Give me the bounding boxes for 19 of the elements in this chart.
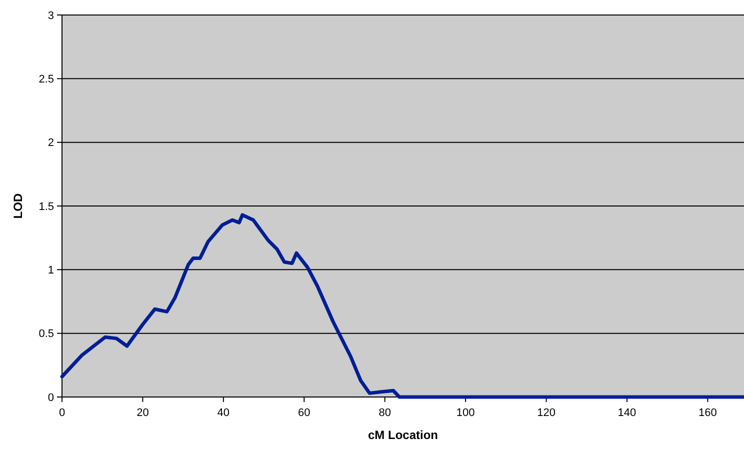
x-axis-title: cM Location bbox=[368, 428, 438, 442]
x-tick-label: 20 bbox=[136, 407, 149, 419]
y-tick-label: 3 bbox=[48, 10, 54, 22]
y-tick-label: 0.5 bbox=[38, 328, 54, 340]
x-tick-label: 0 bbox=[58, 407, 66, 419]
x-tick-label: 120 bbox=[537, 407, 556, 419]
x-tick-label: 100 bbox=[456, 407, 475, 419]
y-tick-label: 0 bbox=[48, 392, 54, 404]
line-series bbox=[60, 213, 744, 399]
y-tick-label: 2 bbox=[48, 137, 54, 150]
y-tick-label: 1.5 bbox=[38, 200, 54, 213]
x-tick-label: 60 bbox=[298, 407, 310, 419]
x-tick-label: 80 bbox=[378, 407, 391, 419]
x-tick-label: 40 bbox=[217, 407, 230, 419]
x-tick-label: 140 bbox=[618, 407, 636, 419]
y-axis-title: LOD bbox=[11, 193, 25, 219]
y-tick-label: 2.5 bbox=[38, 74, 54, 86]
y-tick-label: 1 bbox=[48, 264, 54, 277]
x-tick-label: 160 bbox=[698, 407, 717, 419]
